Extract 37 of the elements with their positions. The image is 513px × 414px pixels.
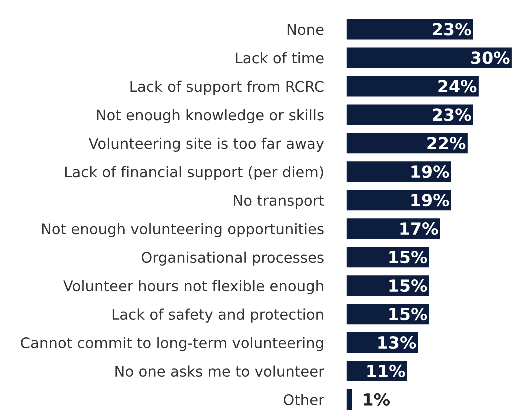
y-tick-label: None [288, 24, 324, 36]
y-tick-label: Other [284, 394, 325, 406]
data-label: 15% [390, 279, 428, 292]
y-tick-label: No one asks me to volunteer [116, 366, 325, 378]
data-label: 13% [378, 336, 416, 350]
data-label: 17% [400, 222, 438, 236]
bar [346, 133, 468, 154]
bar [346, 19, 474, 40]
data-label: 19% [412, 166, 450, 178]
y-tick-label: Lack of time [236, 52, 324, 64]
data-label: 15% [390, 251, 428, 264]
bar [346, 162, 452, 182]
data-label: 1% [364, 393, 390, 406]
y-tick-label: Lack of safety and protection [112, 308, 324, 323]
data-label: 30% [472, 52, 510, 64]
bar [346, 76, 479, 97]
y-tick-label: Organisational processes [142, 252, 324, 266]
bar [346, 104, 474, 126]
bar [346, 190, 452, 211]
data-label: 19% [412, 194, 450, 207]
y-tick-label: Not enough volunteering opportunities [42, 223, 324, 238]
bar [346, 48, 512, 68]
data-label: 11% [368, 364, 406, 378]
y-tick-label: Not enough knowledge or skills [97, 109, 324, 124]
y-tick-label: Lack of financial support (per diem) [65, 166, 324, 180]
data-label: 15% [390, 308, 428, 321]
bar [346, 390, 352, 410]
data-label: 24% [438, 80, 477, 93]
data-label: 23% [433, 23, 472, 36]
y-tick-label: Volunteer hours not flexible enough [64, 280, 324, 294]
y-tick-label: Cannot commit to long-term volunteering [21, 337, 324, 352]
y-tick-label: Lack of support from RCRC [130, 80, 324, 96]
data-label: 23% [433, 108, 472, 122]
y-tick-label: Volunteering site is too far away [88, 138, 324, 152]
y-tick-label: No transport [234, 195, 324, 209]
bar [346, 218, 440, 240]
data-label: 22% [428, 137, 466, 150]
